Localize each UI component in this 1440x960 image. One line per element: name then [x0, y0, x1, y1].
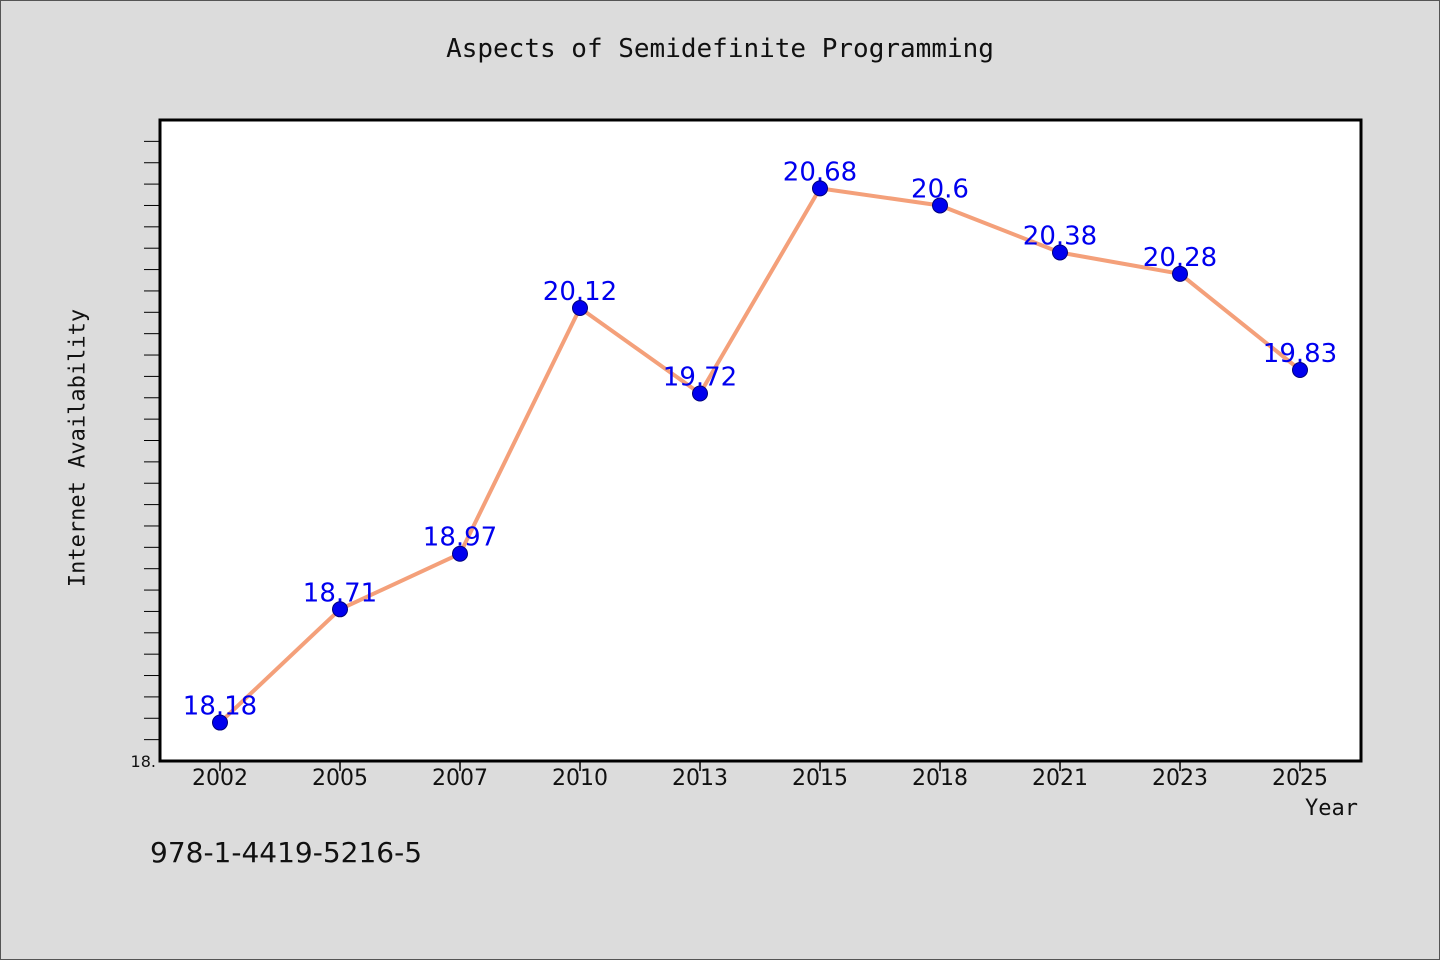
x-tick-label: 2010: [552, 766, 608, 791]
data-point: [332, 601, 348, 618]
data-point: [452, 545, 468, 562]
x-tick-label: 2025: [1272, 766, 1328, 791]
chart-title: Aspects of Semidefinite Programming: [446, 34, 994, 64]
x-tick-label: 2021: [1032, 766, 1088, 791]
x-axis-title: Year: [1305, 796, 1358, 821]
x-tick-label: 2015: [792, 766, 848, 791]
data-point: [812, 180, 828, 197]
data-label: 20.6: [911, 174, 969, 204]
data-label: 19.72: [663, 362, 737, 392]
data-label: 20.28: [1143, 243, 1217, 273]
data-label: 19.83: [1263, 339, 1337, 369]
x-tick-label: 2007: [432, 766, 488, 791]
data-label: 18.18: [183, 692, 257, 722]
data-point: [932, 197, 948, 214]
data-point: [572, 300, 588, 317]
data-label: 20.38: [1023, 221, 1097, 251]
data-label: 18.71: [303, 578, 377, 608]
data-point: [692, 385, 708, 402]
data-point: [1172, 265, 1188, 282]
series-line: [218, 186, 1302, 725]
isbn-footer: 978-1-4419-5216-5: [150, 836, 423, 869]
data-point: [212, 714, 228, 731]
x-tick-label: 2013: [672, 766, 728, 791]
data-label: 20.68: [783, 157, 857, 187]
data-point: [1052, 244, 1068, 261]
data-point: [1292, 361, 1308, 378]
x-tick-label: 2023: [1152, 766, 1208, 791]
y-tick-label: 18.: [131, 752, 156, 771]
x-tick-label: 2005: [312, 766, 368, 791]
x-tick-label: 2018: [912, 766, 968, 791]
x-tick-label: 2002: [192, 766, 248, 791]
data-label: 20.12: [543, 277, 617, 307]
plot-area: [158, 118, 1363, 763]
data-label: 18.97: [423, 523, 497, 553]
